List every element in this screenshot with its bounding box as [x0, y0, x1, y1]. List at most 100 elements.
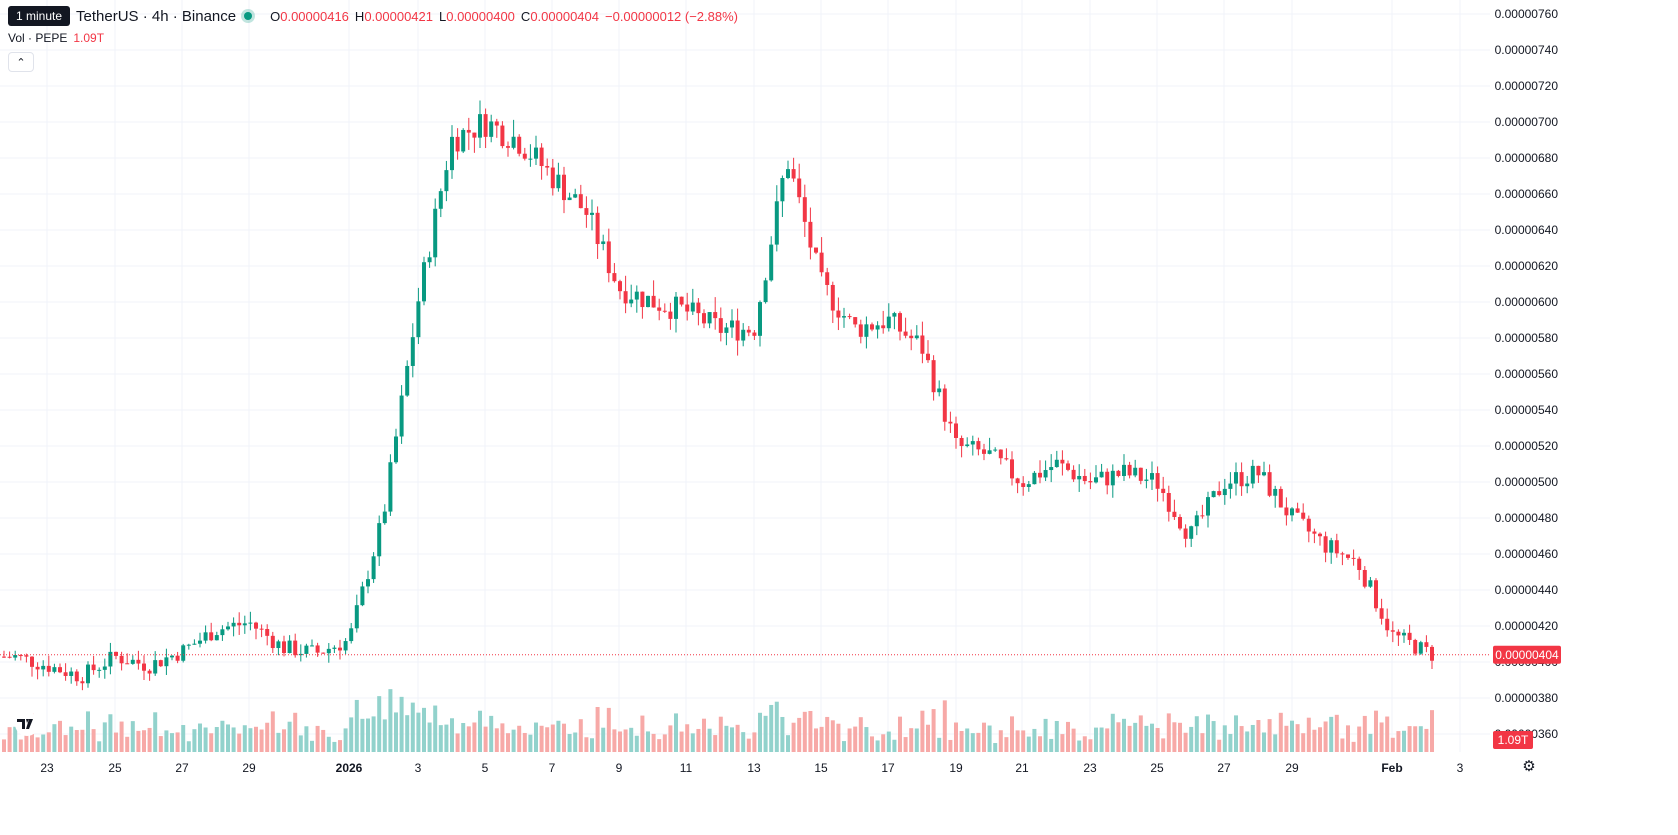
candle [433, 198, 438, 267]
candle [875, 321, 880, 339]
collapse-legend-button[interactable]: ⌃ [8, 52, 34, 72]
volume-bar [853, 726, 858, 752]
change-value: −0.00000012 (−2.88%) [605, 8, 738, 24]
volume-bar [1138, 715, 1143, 752]
candle [1228, 472, 1233, 499]
volume-bar [1312, 729, 1317, 752]
volume-bar [1340, 738, 1345, 752]
price-tick-label: 0.00000500 [1495, 475, 1559, 489]
candle [1200, 504, 1205, 519]
candle [937, 380, 942, 397]
volume-bar [718, 716, 723, 752]
volume-bar [1172, 722, 1177, 752]
candle [1015, 477, 1020, 494]
volume-bar [489, 715, 494, 752]
volume-bar [758, 712, 762, 752]
candle [1329, 537, 1334, 564]
volume-bar [1396, 731, 1401, 752]
volume-bar [377, 696, 382, 752]
candle [270, 631, 275, 654]
candle [1071, 465, 1076, 482]
volume-bar [58, 720, 62, 752]
volume-bar [1318, 727, 1322, 752]
volume-bar [730, 727, 734, 752]
volume-bar [410, 702, 415, 752]
time-axis: 23 25 27 29 2026 3 5 7 9 11 13 15 17 19 21 23 25 27 29 Feb 3 [40, 761, 1463, 775]
volume-bar [1122, 718, 1126, 752]
candle [136, 650, 141, 670]
candle [1021, 476, 1026, 496]
volume-bar [298, 735, 303, 752]
close-label: C [520, 8, 531, 24]
volume-bar [1262, 732, 1266, 752]
volume-bar [102, 722, 107, 752]
candle [186, 643, 191, 650]
time-tick-label: 19 [949, 761, 963, 775]
volume-legend[interactable]: Vol · PEPE 1.09T [8, 31, 104, 45]
candle [769, 236, 774, 282]
volume-bar [254, 726, 258, 752]
volume-bar [892, 739, 897, 752]
volume-bar [942, 700, 947, 752]
candle [254, 621, 258, 640]
volume-bar [142, 730, 146, 752]
candle [326, 643, 331, 663]
volume-bar [1234, 715, 1238, 752]
volume-bar [769, 704, 774, 752]
volume-bar [455, 733, 460, 752]
candle [371, 552, 376, 583]
volume-bar [1362, 715, 1367, 752]
gear-icon[interactable]: ⚙ [1522, 758, 1536, 775]
candle [125, 653, 130, 665]
candle [1138, 467, 1143, 485]
volume-bar [528, 734, 533, 752]
candle [394, 428, 398, 464]
candle [595, 206, 600, 259]
volume-bar [847, 728, 852, 752]
candle [1402, 629, 1406, 643]
volume-bar [97, 741, 102, 752]
volume-bar [1194, 716, 1199, 752]
volume-bar [1189, 726, 1194, 752]
candle [629, 284, 634, 308]
candle [1105, 468, 1110, 495]
volume-bar [539, 725, 544, 752]
candle [427, 251, 432, 268]
volume-bar [321, 729, 326, 752]
price-tick-label: 0.00000600 [1495, 295, 1559, 309]
candle [287, 635, 292, 654]
volume-bar [203, 727, 208, 752]
candle [500, 121, 505, 149]
interval-tooltip: 1 minute [8, 6, 71, 26]
candle [1183, 524, 1188, 548]
volume-bar [1206, 714, 1210, 752]
candle [668, 302, 673, 330]
volume-bar [1267, 719, 1272, 752]
candle [1178, 514, 1182, 531]
candle [713, 297, 718, 330]
volume-bar [7, 727, 12, 752]
candle [282, 635, 286, 657]
volume-bar [1116, 722, 1121, 752]
volume-bar [242, 725, 247, 752]
candle [612, 263, 617, 283]
candle [511, 119, 516, 150]
candle [993, 447, 998, 452]
symbol-title[interactable]: TetherUS · 4h · Binance [76, 7, 237, 25]
current-price-badge: 0.00000404 [1493, 645, 1561, 664]
volume-bar [685, 724, 690, 752]
candle [293, 633, 298, 658]
candle [153, 651, 158, 676]
svg-text:1.09T: 1.09T [1498, 733, 1529, 747]
volume-bar [1379, 722, 1384, 752]
candle [842, 307, 846, 328]
low-label: L [439, 8, 447, 24]
tradingview-logo-icon[interactable] [14, 712, 42, 736]
volume-bar [1413, 726, 1418, 752]
candle [1340, 551, 1345, 566]
volume-bar [198, 723, 202, 752]
volume-bar [567, 733, 572, 752]
volume-bar [1066, 721, 1070, 752]
candle [892, 311, 897, 330]
